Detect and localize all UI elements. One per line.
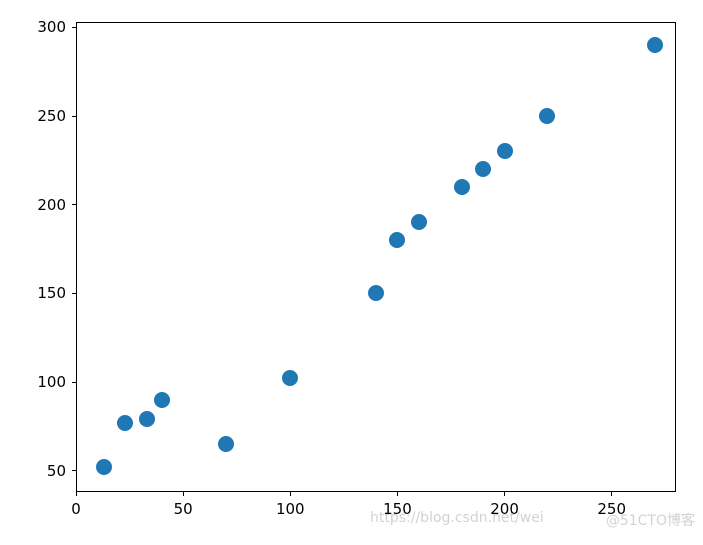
y-tick-mark — [72, 470, 76, 471]
x-tick-mark — [290, 492, 291, 496]
scatter-point — [154, 392, 170, 408]
scatter-point — [475, 161, 491, 177]
x-tick-mark — [397, 492, 398, 496]
scatter-point — [411, 214, 427, 230]
y-tick-mark — [72, 27, 76, 28]
y-tick-label: 50 — [47, 462, 66, 480]
y-tick-label: 200 — [37, 196, 66, 214]
x-tick-label: 200 — [490, 500, 519, 518]
scatter-point — [389, 232, 405, 248]
y-tick-label: 100 — [37, 373, 66, 391]
x-tick-label: 250 — [597, 500, 626, 518]
scatter-point — [368, 285, 384, 301]
x-tick-label: 0 — [71, 500, 81, 518]
y-tick-mark — [72, 382, 76, 383]
x-tick-label: 50 — [174, 500, 193, 518]
scatter-point — [282, 370, 298, 386]
y-tick-mark — [72, 293, 76, 294]
axes — [76, 22, 676, 492]
scatter-point — [218, 436, 234, 452]
axes-spines — [76, 22, 676, 492]
x-tick-mark — [504, 492, 505, 496]
x-tick-label: 150 — [383, 500, 412, 518]
scatter-point — [539, 108, 555, 124]
x-tick-mark — [76, 492, 77, 496]
scatter-point — [117, 415, 133, 431]
x-tick-mark — [611, 492, 612, 496]
y-tick-mark — [72, 204, 76, 205]
x-tick-label: 100 — [276, 500, 305, 518]
y-tick-mark — [72, 116, 76, 117]
x-tick-mark — [183, 492, 184, 496]
figure: https://blog.csdn.net/wei @51CTO博客 05010… — [0, 0, 703, 545]
scatter-point — [139, 411, 155, 427]
y-tick-label: 300 — [37, 18, 66, 36]
scatter-point — [96, 459, 112, 475]
y-tick-label: 150 — [37, 284, 66, 302]
scatter-point — [454, 179, 470, 195]
y-tick-label: 250 — [37, 107, 66, 125]
scatter-point — [497, 143, 513, 159]
scatter-point — [647, 37, 663, 53]
